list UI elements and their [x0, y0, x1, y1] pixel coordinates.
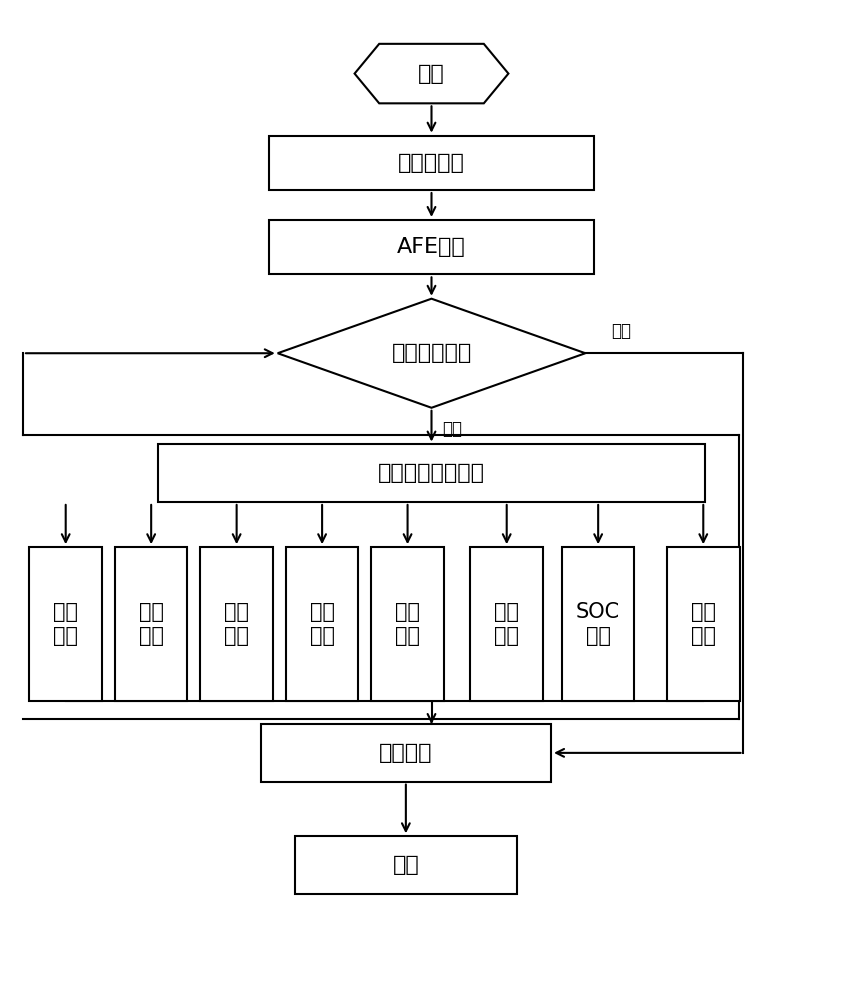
- Text: 通信: 通信: [393, 855, 419, 875]
- Text: 过流
判断: 过流 判断: [224, 602, 249, 646]
- Bar: [269, 136, 594, 190]
- Bar: [269, 220, 594, 274]
- Bar: [158, 444, 705, 502]
- Text: 均衡
控制: 均衡 控制: [494, 602, 520, 646]
- Text: 过温
判断: 过温 判断: [310, 602, 335, 646]
- Text: 过放
判断: 过放 判断: [139, 602, 164, 646]
- Bar: [295, 836, 517, 894]
- Bar: [200, 547, 273, 701]
- Text: 异常: 异常: [611, 322, 631, 340]
- Text: 过充
判断: 过充 判断: [54, 602, 79, 646]
- Text: SOC
计算: SOC 计算: [576, 602, 620, 646]
- Bar: [29, 547, 102, 701]
- Polygon shape: [355, 44, 508, 103]
- Text: AFE配置: AFE配置: [397, 237, 466, 257]
- Bar: [562, 547, 634, 701]
- Text: 断线
检测: 断线 检测: [395, 602, 420, 646]
- Text: 故障控制: 故障控制: [379, 743, 432, 763]
- Text: 监测数据采集处理: 监测数据采集处理: [378, 463, 485, 483]
- Text: 正常: 正常: [442, 420, 462, 438]
- Bar: [261, 724, 551, 782]
- Text: 模式
判断: 模式 判断: [690, 602, 715, 646]
- Bar: [115, 547, 187, 701]
- Text: 硬件初始化: 硬件初始化: [398, 153, 465, 173]
- Text: 开始: 开始: [419, 64, 444, 84]
- Bar: [286, 547, 358, 701]
- Bar: [667, 547, 740, 701]
- Polygon shape: [278, 299, 585, 408]
- Bar: [470, 547, 543, 701]
- Text: 系统上电自检: 系统上电自检: [392, 343, 471, 363]
- Bar: [371, 547, 444, 701]
